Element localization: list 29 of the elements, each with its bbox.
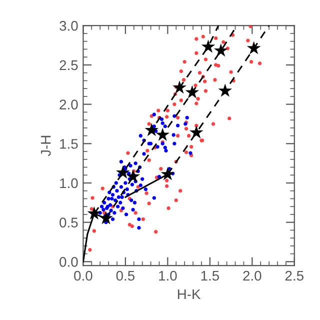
point	[172, 80, 186, 94]
y-tick-label: 2.0	[60, 100, 78, 110]
y-tick-label: 0.5	[60, 218, 78, 228]
point	[201, 40, 216, 53]
x-tick-label: 2.5	[285, 270, 304, 281]
x-tick-label: 0.0	[74, 270, 92, 281]
point	[99, 211, 113, 224]
point	[160, 167, 175, 180]
x-tick-label: 1.5	[201, 270, 219, 281]
y-axis-title: J-H	[41, 136, 51, 156]
y-tick-label: 2.5	[60, 60, 78, 70]
point	[116, 165, 130, 179]
point	[214, 43, 228, 57]
point	[185, 85, 200, 98]
point	[218, 84, 232, 97]
x-axis-title: H-K	[178, 289, 201, 300]
y-tick-label: 0.0	[60, 257, 78, 267]
x-tick-label: 2.0	[243, 270, 262, 281]
y-tick-label: 1.5	[60, 139, 78, 149]
point	[126, 169, 140, 183]
point	[144, 122, 159, 136]
point	[246, 41, 261, 54]
y-tick-label: 1.0	[60, 178, 78, 188]
y-tick-label: 3.0	[60, 20, 78, 31]
x-tick-label: 1.0	[159, 270, 177, 281]
point	[87, 206, 102, 220]
x-tick-label: 0.5	[116, 270, 135, 281]
point	[156, 128, 170, 141]
point	[189, 125, 204, 139]
